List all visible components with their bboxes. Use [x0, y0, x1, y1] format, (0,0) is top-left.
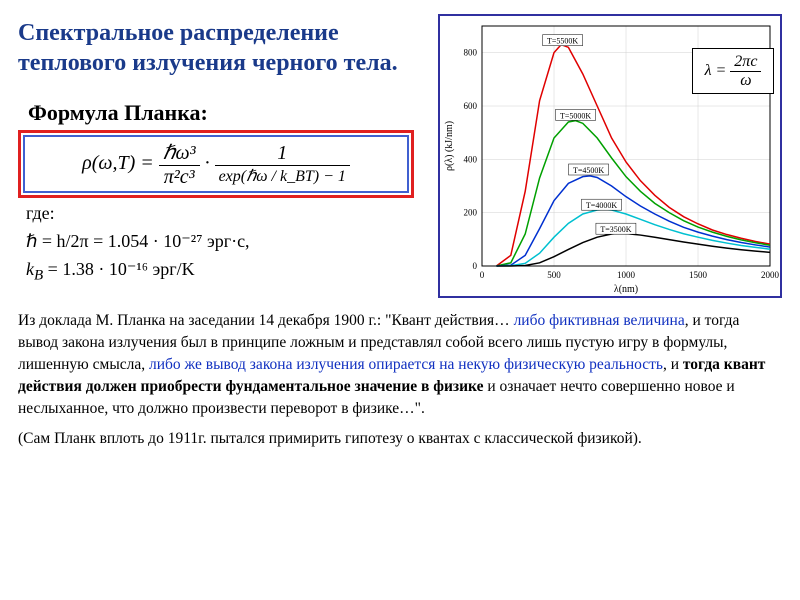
subtitle: Формула Планка:: [28, 100, 208, 126]
svg-text:400: 400: [464, 154, 478, 164]
lambda-frac: 2πc ω: [730, 53, 761, 90]
page-title: Спектральное распределение теплового изл…: [18, 18, 428, 78]
svg-text:T=4500K: T=4500K: [573, 166, 604, 175]
where-label: где:: [26, 203, 55, 223]
formula-frac1: ℏω³ π²c³: [159, 140, 200, 189]
svg-text:1500: 1500: [689, 270, 708, 280]
svg-text:2000: 2000: [761, 270, 780, 280]
planck-formula-box: ρ(ω,T) = ℏω³ π²c³ · 1 exp(ℏω / k_BT) − 1: [18, 130, 414, 198]
svg-text:0: 0: [473, 261, 478, 271]
svg-text:1000: 1000: [617, 270, 636, 280]
lambda-lhs: λ =: [705, 62, 727, 80]
svg-text:500: 500: [547, 270, 561, 280]
constants-block: где: ℏ = h/2π = 1.054 · 10⁻²⁷ эрг·с, kB …: [26, 200, 250, 288]
svg-text:T=5000K: T=5000K: [560, 111, 591, 120]
svg-text:T=5500K: T=5500K: [547, 37, 578, 46]
svg-text:λ(nm): λ(nm): [614, 284, 638, 295]
svg-text:T=4000K: T=4000K: [586, 201, 617, 210]
kb-def: kB = 1.38 · 10⁻¹⁶ эрг/K: [26, 259, 195, 279]
svg-text:200: 200: [464, 208, 478, 218]
footnote-paragraph: (Сам Планк вплоть до 1911г. пытался прим…: [18, 428, 782, 450]
svg-text:T=3500K: T=3500K: [600, 225, 631, 234]
hbar-def: ℏ = h/2π = 1.054 · 10⁻²⁷ эрг·с,: [26, 231, 250, 251]
quote-paragraph: Из доклада М. Планка на заседании 14 дек…: [18, 310, 782, 420]
formula-frac2: 1 exp(ℏω / k_BT) − 1: [215, 142, 350, 186]
svg-text:600: 600: [464, 101, 478, 111]
planck-formula: ρ(ω,T) = ℏω³ π²c³ · 1 exp(ℏω / k_BT) − 1: [82, 140, 350, 189]
formula-lhs: ρ(ω,T) =: [82, 152, 154, 174]
lambda-formula-box: λ = 2πc ω: [692, 48, 774, 94]
title-line-2: теплового излучения черного тела.: [18, 50, 398, 76]
body-text: Из доклада М. Планка на заседании 14 дек…: [18, 310, 782, 450]
svg-text:ρ(λ) (kJ/nm): ρ(λ) (kJ/nm): [444, 121, 455, 171]
formula-dot: ·: [205, 152, 210, 174]
title-line-1: Спектральное распределение: [18, 20, 339, 46]
svg-text:800: 800: [464, 48, 478, 58]
svg-text:0: 0: [480, 270, 485, 280]
